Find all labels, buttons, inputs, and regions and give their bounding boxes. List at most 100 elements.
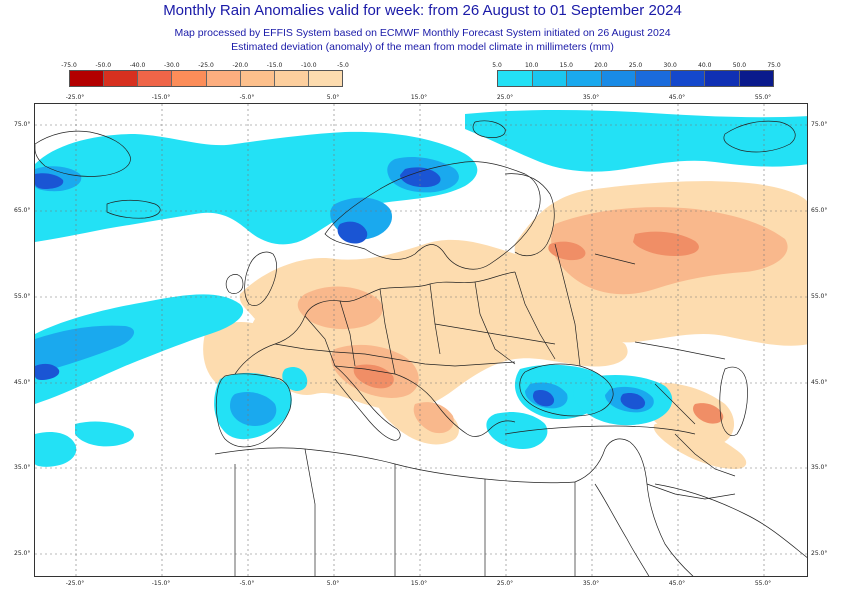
dry-anomaly-strong-areas bbox=[353, 231, 724, 424]
wet-area-iberia-medium bbox=[230, 392, 277, 426]
colorbar-tick: -75.0 bbox=[61, 62, 77, 69]
wet-area-adriatic bbox=[282, 367, 308, 391]
border-africa bbox=[234, 448, 576, 576]
wet-area-north-africa bbox=[35, 432, 77, 467]
wet-area-black-sea-strong bbox=[532, 389, 555, 407]
coastline-caspian bbox=[719, 366, 748, 436]
coastline-novaya-zemlya bbox=[723, 120, 796, 153]
lon-label-top: -15.0° bbox=[151, 94, 171, 101]
wet-anomaly-colorbar: 5.0 10.0 15.0 20.0 25.0 30.0 40.0 50.0 7… bbox=[492, 62, 781, 88]
lon-label-top: 55.0° bbox=[754, 94, 772, 101]
colorbar-tick: 5.0 bbox=[492, 62, 502, 69]
lon-label-bottom: 5.0° bbox=[326, 580, 340, 587]
dry-area-northern-italy-strong bbox=[353, 364, 394, 389]
colorbar-tick: -40.0 bbox=[129, 62, 146, 69]
dry-colorbar-swatches bbox=[69, 70, 343, 87]
dry-area-west-europe bbox=[203, 322, 284, 390]
lat-label-right: 55.0° bbox=[811, 293, 828, 300]
wet-anomaly-light-areas bbox=[35, 109, 807, 467]
colorbar-tick: 10.0 bbox=[524, 62, 539, 69]
lat-label-right: 75.0° bbox=[811, 121, 828, 128]
coastline-italy bbox=[334, 365, 401, 441]
wet-area-atlantic-strong bbox=[35, 363, 60, 380]
coastline-balkans bbox=[394, 373, 516, 437]
colorbar-tick: -20.0 bbox=[232, 62, 249, 69]
lat-label-right: 35.0° bbox=[811, 464, 828, 471]
wet-colorbar-swatch bbox=[532, 71, 567, 86]
coastline-red-sea bbox=[594, 483, 650, 576]
dry-colorbar-swatch bbox=[70, 71, 105, 86]
dry-colorbar-ticks: -75.0 -50.0 -40.0 -30.0 -25.0 -20.0 -15.… bbox=[61, 62, 349, 70]
map-title: Monthly Rain Anomalies valid for week: f… bbox=[163, 2, 682, 19]
dry-colorbar-swatch bbox=[274, 71, 309, 86]
colorbar-tick: 30.0 bbox=[663, 62, 677, 69]
dry-area-greece-medium bbox=[413, 402, 454, 434]
dry-area-caucasus-strong bbox=[693, 403, 724, 424]
dry-colorbar-swatch bbox=[138, 71, 173, 86]
lat-label-left: 35.0° bbox=[14, 464, 31, 471]
lon-label-bottom: -25.0° bbox=[65, 580, 85, 587]
lat-label-right: 45.0° bbox=[811, 379, 828, 386]
dry-colorbar-swatch bbox=[308, 71, 342, 86]
dry-colorbar-swatch bbox=[104, 71, 139, 86]
wet-area-arctic bbox=[465, 109, 807, 172]
border-middle-east bbox=[646, 433, 736, 500]
lon-label-top: 35.0° bbox=[582, 94, 600, 101]
lat-label-left: 65.0° bbox=[14, 207, 31, 214]
coastline-iberia bbox=[215, 373, 292, 448]
wet-area-norway-strong bbox=[337, 221, 368, 244]
coastline-europe-main bbox=[234, 271, 516, 375]
wet-colorbar-swatch bbox=[705, 71, 740, 86]
lon-label-top: -25.0° bbox=[65, 94, 85, 101]
lat-label-right: 65.0° bbox=[811, 207, 828, 214]
lon-label-bottom: 45.0° bbox=[668, 580, 686, 587]
lat-label-right: 25.0° bbox=[811, 550, 828, 557]
colorbar-tick: -5.0 bbox=[337, 62, 349, 69]
wet-colorbar-swatches bbox=[497, 70, 774, 87]
colorbar-tick: 25.0 bbox=[628, 62, 643, 69]
coastline-black-sea bbox=[519, 363, 614, 417]
wet-colorbar-swatch bbox=[739, 71, 773, 86]
colorbar-tick: -10.0 bbox=[300, 62, 317, 69]
colorbar-tick: -30.0 bbox=[163, 62, 180, 69]
lat-label-left: 45.0° bbox=[14, 379, 31, 386]
colorbar-tick: 50.0 bbox=[732, 62, 747, 69]
dry-colorbar-swatch bbox=[240, 71, 275, 86]
wet-colorbar-swatch bbox=[567, 71, 602, 86]
wet-colorbar-swatch bbox=[601, 71, 636, 86]
border-europe-b bbox=[274, 323, 556, 375]
map-subtitle-units: Estimated deviation (anomaly) of the mea… bbox=[231, 41, 614, 53]
wet-colorbar-swatch bbox=[498, 71, 533, 86]
wet-colorbar-swatch bbox=[670, 71, 705, 86]
graticule bbox=[35, 104, 807, 576]
dry-anomaly-colorbar: -75.0 -50.0 -40.0 -30.0 -25.0 -20.0 -15.… bbox=[61, 62, 349, 88]
anomaly-map-canvas bbox=[35, 104, 807, 576]
coastline-scandinavia bbox=[324, 161, 541, 270]
lon-label-top: 15.0° bbox=[410, 94, 428, 101]
lon-label-top: 45.0° bbox=[668, 94, 686, 101]
lon-label-top: -5.0° bbox=[239, 94, 255, 101]
coastline-finland bbox=[504, 173, 555, 257]
colorbar-tick: -50.0 bbox=[95, 62, 112, 69]
lon-label-top: 25.0° bbox=[496, 94, 514, 101]
dry-area-central-russia-strong bbox=[633, 231, 699, 256]
wet-area-atlantic-west bbox=[35, 294, 244, 404]
wet-area-scandinavia-strong bbox=[400, 167, 441, 188]
map-subtitle-processing: Map processed by EFFIS System based on E… bbox=[174, 27, 671, 39]
coastline-greenland bbox=[35, 130, 131, 177]
lon-label-bottom: -5.0° bbox=[239, 580, 255, 587]
lon-label-bottom: 25.0° bbox=[496, 580, 514, 587]
colorbar-tick: 20.0 bbox=[594, 62, 608, 69]
lon-label-bottom: -15.0° bbox=[151, 580, 171, 587]
colorbar-tick: -15.0 bbox=[266, 62, 283, 69]
lon-label-bottom: 15.0° bbox=[410, 580, 428, 587]
coastline-arabia bbox=[654, 483, 807, 558]
wet-area-turkey-strong bbox=[620, 392, 646, 410]
coastline-uk bbox=[244, 251, 277, 306]
colorbar-tick: 40.0 bbox=[698, 62, 712, 69]
coastlines-and-borders bbox=[35, 120, 807, 576]
wet-area-greenland-strong bbox=[35, 173, 64, 189]
coastline-turkey bbox=[504, 425, 696, 435]
dry-colorbar-swatch bbox=[206, 71, 241, 86]
coastline-ireland bbox=[225, 274, 244, 294]
